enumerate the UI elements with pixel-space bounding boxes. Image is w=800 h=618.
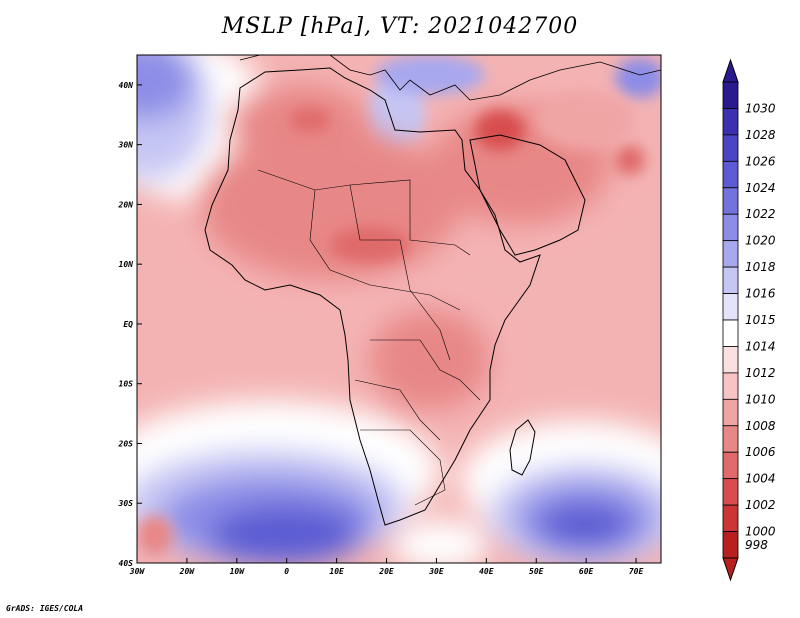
colorbar-label: 1020 — [745, 234, 776, 248]
colorbar-swatch — [722, 425, 739, 453]
lon-tick-label: 70E — [629, 567, 644, 576]
colorbar-swatch — [722, 266, 739, 294]
colorbar-label: 1002 — [745, 498, 776, 512]
map-title: MSLP [hPa], VT: 2021042700 — [221, 14, 579, 39]
lon-tick-label: 40E — [479, 567, 494, 576]
lon-tick-label: 50E — [529, 567, 544, 576]
colorbar-label: 1030 — [745, 101, 776, 115]
colorbar: 1030 1028 1026 1024 1022 1020 1018 1016 1015 1014… — [722, 58, 776, 582]
lon-tick-label: 20W — [179, 567, 196, 576]
colorbar-swatch — [722, 187, 739, 215]
lat-tick-label: 40N — [119, 81, 134, 90]
colorbar-label: 1010 — [745, 392, 776, 406]
map-frame — [136, 54, 662, 564]
lon-tick-label: 10W — [230, 567, 246, 576]
colorbar-swatch — [722, 293, 739, 321]
colorbar-label: 1018 — [745, 260, 776, 274]
azores-high — [137, 55, 210, 180]
colorbar-top-arrow — [722, 58, 739, 83]
colorbar-label: 1012 — [745, 366, 776, 380]
lat-tick-label: 20S — [118, 439, 134, 448]
lat-tick-label: EQ — [123, 320, 133, 329]
colorbar-swatch — [722, 346, 739, 374]
colorbar-swatch — [722, 504, 739, 532]
lat-tick-label: 20N — [118, 200, 134, 209]
colorbar-label: 1015 — [745, 313, 776, 327]
colorbar-label: 1006 — [745, 445, 776, 459]
lon-tick-label: 0 — [284, 567, 289, 576]
colorbar-swatch — [722, 108, 739, 136]
indian-ocean-high — [490, 465, 661, 563]
colorbar-label: 1008 — [745, 419, 776, 433]
lat-tick-label: 30N — [118, 141, 134, 150]
colorbar-label: 1000 — [745, 525, 776, 539]
colorbar-swatch — [722, 372, 739, 400]
credit-text: GrADS: IGES/COLA — [6, 604, 84, 613]
colorbar-swatch — [722, 134, 739, 162]
colorbar-bottom-arrow — [722, 557, 739, 582]
colorbar-swatch — [722, 160, 739, 189]
lon-tick-label: 30E — [428, 567, 444, 576]
colorbar-swatch — [722, 398, 739, 427]
longitude-axis: 30W 20W 10W 0 10E 20E 30E 40E 50E 60E 70E — [129, 558, 644, 576]
pressure-field — [137, 55, 661, 563]
colorbar-swatch — [722, 319, 739, 347]
lon-tick-label: 20E — [378, 567, 394, 576]
colorbar-label: 998 — [745, 538, 768, 552]
lon-tick-label: 60E — [579, 567, 594, 576]
latitude-axis: 40N 30N 20N 10N EQ 10S 20S 30S 40S — [118, 81, 142, 568]
south-atlantic-high — [137, 450, 405, 563]
colorbar-label: 1022 — [745, 207, 776, 221]
lat-tick-label: 40S — [119, 559, 134, 568]
colorbar-label: 1028 — [745, 128, 776, 142]
colorbar-swatch — [722, 531, 739, 559]
colorbar-swatch — [722, 451, 739, 480]
africa-coastline — [204, 67, 541, 526]
europe-coastline — [239, 55, 661, 101]
country-borders — [257, 169, 481, 506]
colorbar-swatch — [722, 81, 739, 109]
lon-tick-label: 10E — [329, 567, 344, 576]
colorbar-label: 1004 — [745, 472, 776, 486]
lat-tick-label: 10S — [119, 380, 134, 389]
colorbar-label: 1026 — [745, 154, 776, 168]
lat-tick-label: 30S — [118, 499, 134, 508]
lat-tick-label: 10N — [119, 260, 134, 269]
colorbar-swatch — [722, 240, 739, 268]
colorbar-label: 1016 — [745, 287, 776, 301]
lon-tick-label: 30W — [129, 567, 146, 576]
colorbar-label: 1024 — [745, 181, 776, 195]
colorbar-label: 1014 — [745, 339, 776, 353]
madagascar-outline — [509, 419, 536, 476]
colorbar-swatch — [722, 213, 739, 242]
arabia-outline — [469, 134, 586, 256]
colorbar-swatch — [722, 478, 739, 506]
